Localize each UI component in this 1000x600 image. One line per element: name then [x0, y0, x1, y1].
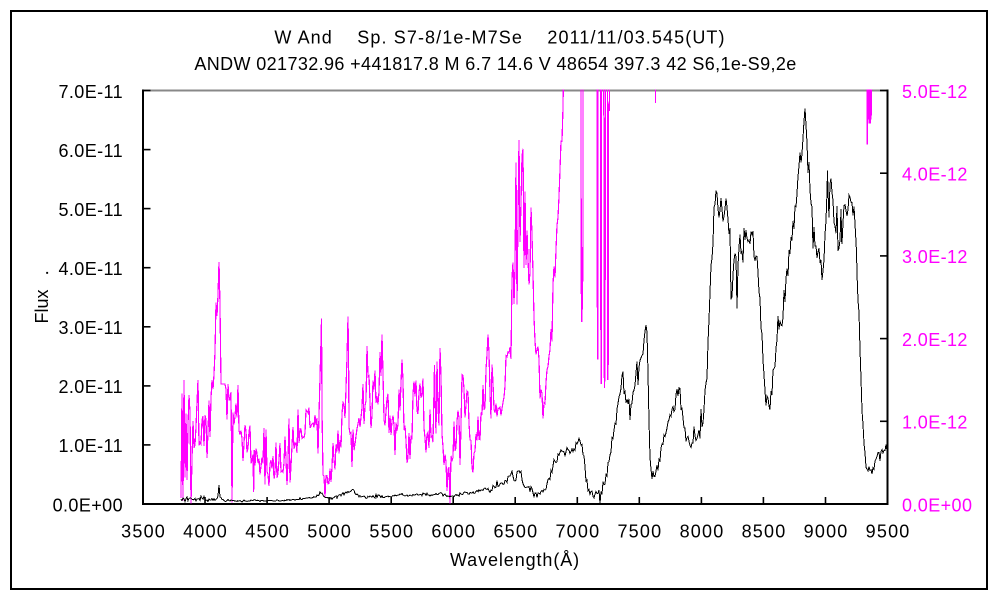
svg-text:1.0E-12: 1.0E-12	[902, 413, 968, 433]
svg-text:Wavelength(Å): Wavelength(Å)	[450, 550, 580, 570]
svg-text:5.0E-11: 5.0E-11	[58, 200, 123, 220]
svg-text:6000: 6000	[431, 521, 476, 541]
svg-text:7000: 7000	[555, 521, 600, 541]
svg-text:5000: 5000	[307, 521, 352, 541]
svg-text:8500: 8500	[742, 521, 787, 541]
svg-text:4.0E-12: 4.0E-12	[902, 165, 968, 185]
svg-text:3.0E-12: 3.0E-12	[902, 247, 968, 267]
svg-text:7.0E-11: 7.0E-11	[58, 82, 123, 102]
svg-text:9500: 9500	[866, 521, 911, 541]
svg-text:0.0E+00: 0.0E+00	[53, 495, 123, 515]
svg-text:3.0E-11: 3.0E-11	[58, 318, 123, 338]
svg-text:4500: 4500	[245, 521, 290, 541]
svg-text:8000: 8000	[680, 521, 725, 541]
svg-text:3500: 3500	[121, 521, 166, 541]
svg-text:Flux: Flux	[32, 289, 52, 323]
svg-text:6500: 6500	[493, 521, 538, 541]
svg-text:7500: 7500	[617, 521, 662, 541]
svg-text:5.0E-12: 5.0E-12	[902, 82, 968, 102]
svg-text:2.0E-12: 2.0E-12	[902, 330, 968, 350]
svg-text:5500: 5500	[369, 521, 414, 541]
svg-text:ANDW 021732.96 +441817.8 M 6.7: ANDW 021732.96 +441817.8 M 6.7 14.6 V 48…	[194, 54, 796, 74]
svg-text:W And Sp. S7-8/1e-M7Se 2: W And Sp. S7-8/1e-M7Se 2011/11/03.545(UT…	[274, 28, 725, 48]
svg-text:4000: 4000	[183, 521, 228, 541]
svg-text:4.0E-11: 4.0E-11	[58, 259, 123, 279]
svg-text:1.0E-11: 1.0E-11	[58, 436, 123, 456]
svg-text:0.0E+00: 0.0E+00	[902, 495, 972, 515]
svg-text:6.0E-11: 6.0E-11	[58, 141, 123, 161]
svg-text:2.0E-11: 2.0E-11	[58, 377, 123, 397]
svg-text:9000: 9000	[804, 521, 849, 541]
